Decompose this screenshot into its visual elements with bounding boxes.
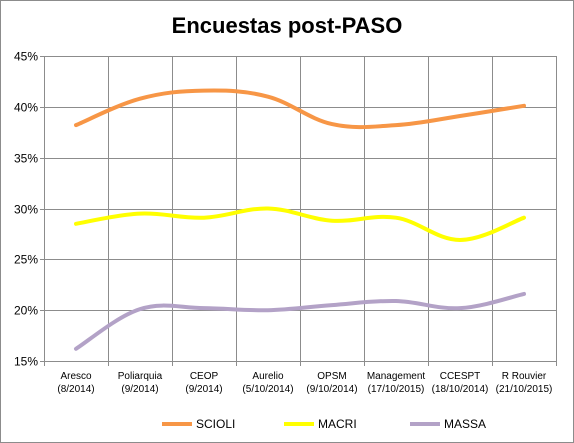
series-line-macri (74, 206, 526, 242)
x-tick-label: (5/10/2014) (242, 384, 293, 395)
y-tick-label: 35% (14, 152, 38, 166)
x-tick-label: OPSM (317, 371, 346, 382)
y-tick-label: 40% (14, 101, 38, 115)
legend-label-macri: MACRI (318, 417, 357, 431)
x-tick-label: (9/2014) (185, 384, 222, 395)
x-tick-label: R Rouvier (502, 371, 547, 382)
y-tick-label: 25% (14, 253, 38, 267)
x-tick-label: (8/2014) (57, 384, 94, 395)
series-line-scioli (74, 88, 526, 130)
y-tick-label: 15% (14, 355, 38, 369)
x-tick-label: Management (367, 371, 426, 382)
x-tick-label: CEOP (190, 371, 219, 382)
y-tick-label: 30% (14, 203, 38, 217)
legend-label-scioli: SCIOLI (196, 417, 235, 431)
x-tick-label: (9/10/2014) (306, 384, 357, 395)
x-tick-label: (17/10/2015) (368, 384, 425, 395)
chart-title: Encuestas post-PASO (172, 13, 403, 38)
series-lines (74, 88, 526, 351)
legend-label-massa: MASSA (444, 417, 486, 431)
series-line-massa (74, 291, 526, 351)
x-tick-label: Poliarquia (118, 371, 163, 382)
x-axis-ticks: Aresco (8/2014) Poliarquia (9/2014) CEOP (9/2… (57, 371, 552, 395)
y-tick-label: 45% (14, 50, 38, 64)
legend: SCIOLI MACRI MASSA (162, 417, 486, 431)
x-tick-label: (9/2014) (121, 384, 158, 395)
x-tick-label: CCESPT (440, 371, 481, 382)
y-tick-label: 20% (14, 304, 38, 318)
y-axis-ticks: 15% 20% 25% 30% 35% 40% 45% (14, 50, 38, 369)
x-tick-label: Aurelio (252, 371, 284, 382)
x-tick-label: (18/10/2014) (432, 384, 489, 395)
x-tick-label: (21/10/2015) (496, 384, 553, 395)
gridlines (44, 56, 557, 362)
axes (40, 56, 557, 366)
x-tick-label: Aresco (60, 371, 92, 382)
